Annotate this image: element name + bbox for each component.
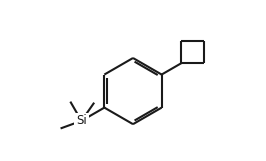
Text: Si: Si <box>76 114 87 127</box>
